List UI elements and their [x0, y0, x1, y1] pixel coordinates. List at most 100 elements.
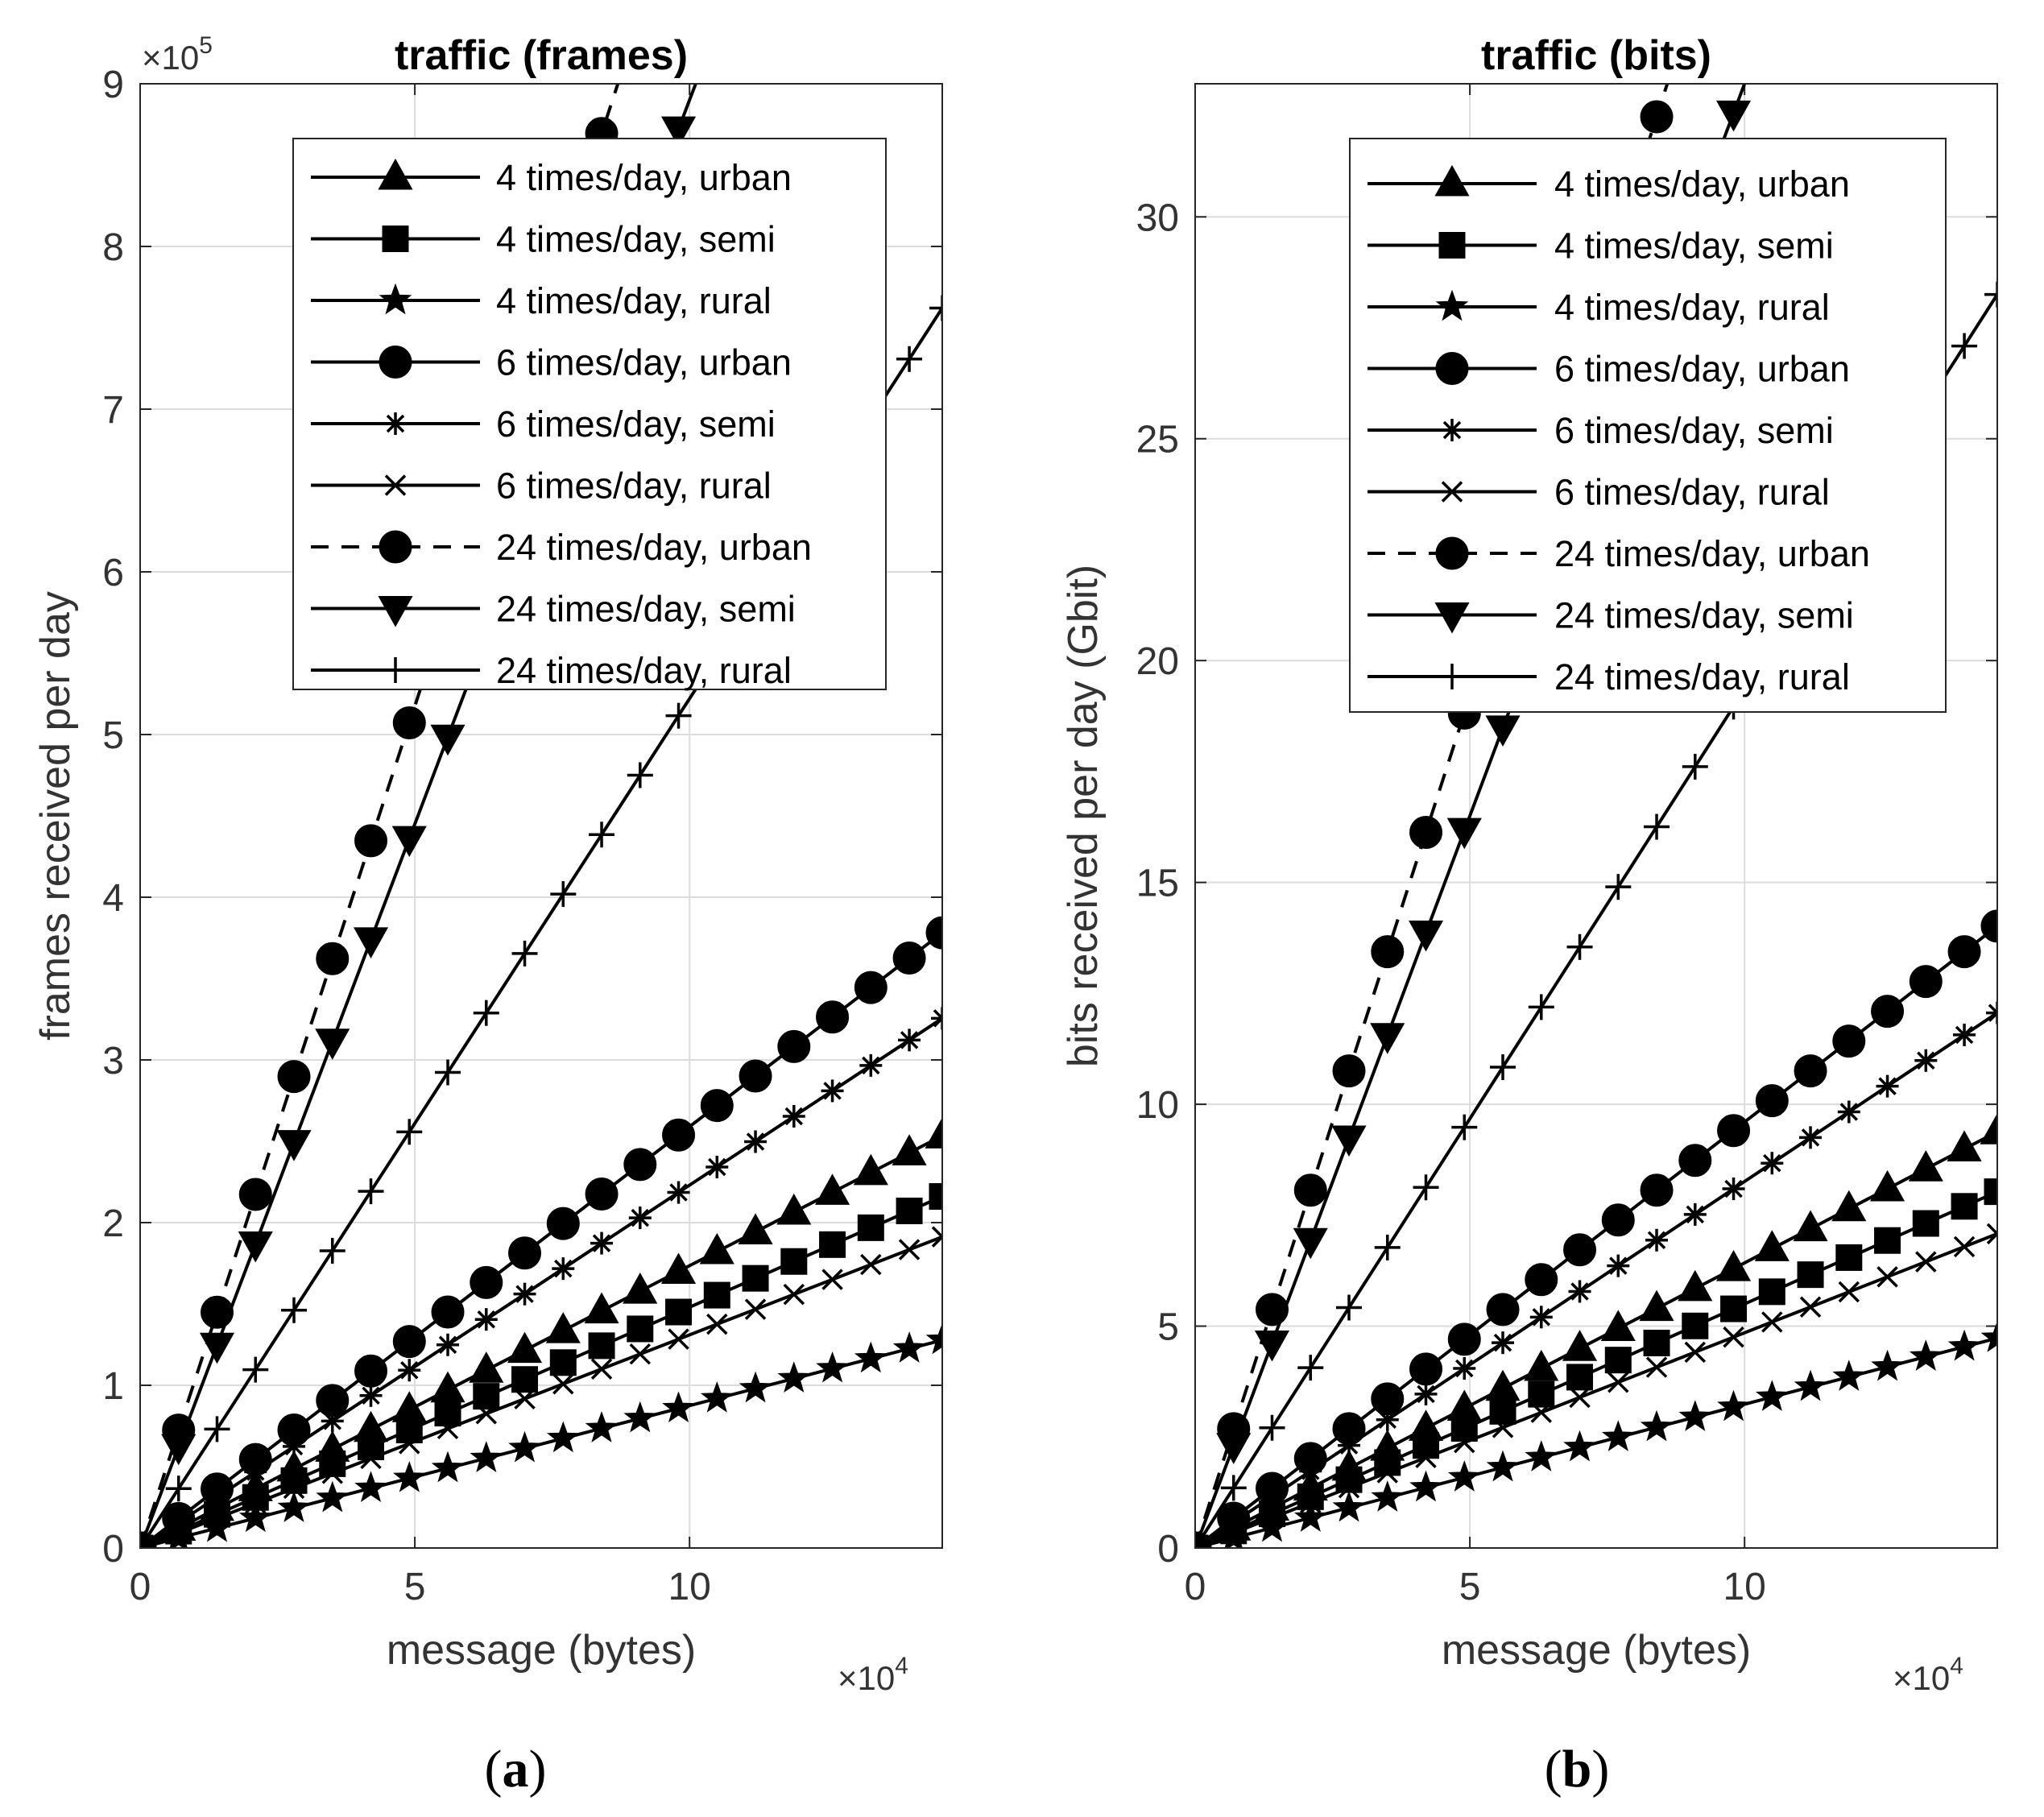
- data-point: [321, 1409, 344, 1433]
- data-point: [1604, 1347, 1632, 1374]
- data-point: [1876, 1266, 1898, 1288]
- legend-entry-24-times-day-semi: 24 times/day, semi: [311, 589, 796, 630]
- data-point: [469, 1351, 504, 1383]
- data-point: [395, 1417, 423, 1444]
- data-point: [1376, 1408, 1399, 1431]
- chart-panel-frames: 0 5 10 0 1 2 3 4 5 6 7 8 9 traffic (frames) message …: [32, 32, 943, 1798]
- y-tick-label: 25: [1136, 419, 1179, 461]
- data-point: [1529, 1306, 1553, 1329]
- data-point: [1871, 995, 1905, 1029]
- data-point: [1607, 1254, 1630, 1277]
- series-6-times-day-semi: [140, 1007, 942, 1548]
- data-point: [1256, 1510, 1289, 1542]
- data-point: [1566, 933, 1593, 960]
- chart-panel-bits: 0 5 10 0 5 10 15 20 25 30 traffic (bits) message …: [1060, 32, 1998, 1798]
- legend-label: 24 times/day, rural: [1554, 656, 1850, 697]
- data-point: [1408, 920, 1444, 952]
- data-point: [1722, 1178, 1745, 1201]
- data-point: [898, 1029, 921, 1052]
- data-point: [1755, 1380, 1789, 1411]
- data-point: [242, 1356, 269, 1383]
- series-line: [1195, 1011, 1997, 1548]
- data-point: [1486, 1450, 1520, 1482]
- data-point: [1371, 935, 1405, 969]
- data-point: [1605, 874, 1632, 900]
- data-point: [238, 1231, 273, 1263]
- data-point: [1684, 1341, 1707, 1364]
- legend-marker: [1435, 289, 1469, 321]
- y-axis-title-bits: bits received per day (Gbit): [1060, 565, 1107, 1067]
- data-point: [1566, 1364, 1594, 1391]
- data-point: [360, 1447, 382, 1470]
- y-tick-label: 4: [102, 877, 124, 920]
- data-point: [1451, 1114, 1478, 1140]
- data-point: [667, 1181, 690, 1204]
- legend-entry-4-times-day-urban: 4 times/day, urban: [311, 157, 792, 198]
- data-point: [1300, 1492, 1322, 1514]
- legend-label: 4 times/day, semi: [1554, 226, 1834, 267]
- data-point: [1336, 1294, 1363, 1321]
- data-point: [776, 1193, 812, 1225]
- data-point: [1446, 817, 1482, 850]
- data-point: [744, 1298, 767, 1320]
- data-point: [1562, 1330, 1598, 1361]
- y-tick-label: 1: [102, 1365, 124, 1408]
- y-tick-label: 0: [1157, 1528, 1179, 1571]
- data-point: [392, 706, 426, 740]
- data-point: [892, 942, 926, 975]
- caption-frames: (a): [485, 1740, 547, 1798]
- data-point: [1297, 1355, 1324, 1381]
- data-point: [238, 1500, 272, 1533]
- data-point: [437, 1333, 460, 1356]
- data-point: [354, 1471, 387, 1503]
- data-point: [1331, 1125, 1367, 1157]
- data-point: [584, 1292, 619, 1324]
- data-point: [1450, 1415, 1478, 1442]
- data-point: [277, 1060, 311, 1094]
- data-point: [1454, 1431, 1475, 1454]
- data-point: [1951, 1193, 1978, 1220]
- data-point: [1761, 1152, 1784, 1175]
- data-point: [399, 1433, 420, 1455]
- series-line: [140, 1338, 942, 1548]
- legend-entry-24-times-day-rural: 24 times/day, rural: [1367, 656, 1850, 697]
- data-point: [1607, 1372, 1629, 1393]
- data-point: [1678, 1269, 1713, 1302]
- data-point: [1871, 1349, 1904, 1381]
- legend-marker: [378, 158, 413, 190]
- series-line: [140, 1134, 942, 1548]
- data-point: [358, 1178, 384, 1205]
- data-point: [783, 1283, 805, 1306]
- data-point: [1717, 1114, 1751, 1148]
- data-point: [1525, 1440, 1558, 1471]
- data-point: [319, 1237, 345, 1264]
- legend-label: 6 times/day, rural: [496, 466, 772, 507]
- data-point: [470, 1265, 503, 1299]
- data-point: [699, 1232, 734, 1264]
- data-point: [396, 1119, 423, 1145]
- legend-marker: [379, 346, 412, 379]
- data-point: [1951, 333, 1978, 359]
- data-point: [1447, 1322, 1481, 1356]
- data-point: [816, 1351, 849, 1383]
- data-point: [1832, 1360, 1866, 1391]
- data-point: [321, 1463, 344, 1484]
- legend-label: 6 times/day, semi: [496, 404, 776, 445]
- data-point: [1601, 1420, 1635, 1451]
- legend-marker: [1441, 419, 1463, 441]
- data-point: [588, 1332, 615, 1360]
- data-point: [1338, 1434, 1361, 1457]
- legend-marker: [1435, 352, 1469, 385]
- data-point: [590, 1231, 614, 1255]
- data-point: [1414, 1382, 1438, 1405]
- data-point: [1217, 1521, 1251, 1548]
- data-point: [513, 1282, 536, 1306]
- data-point: [1876, 1074, 1899, 1098]
- data-point: [165, 1476, 192, 1502]
- data-point: [552, 1257, 575, 1281]
- data-point: [1216, 1433, 1252, 1464]
- data-point: [1835, 1244, 1863, 1271]
- data-point: [508, 1236, 542, 1270]
- data-point: [627, 762, 653, 788]
